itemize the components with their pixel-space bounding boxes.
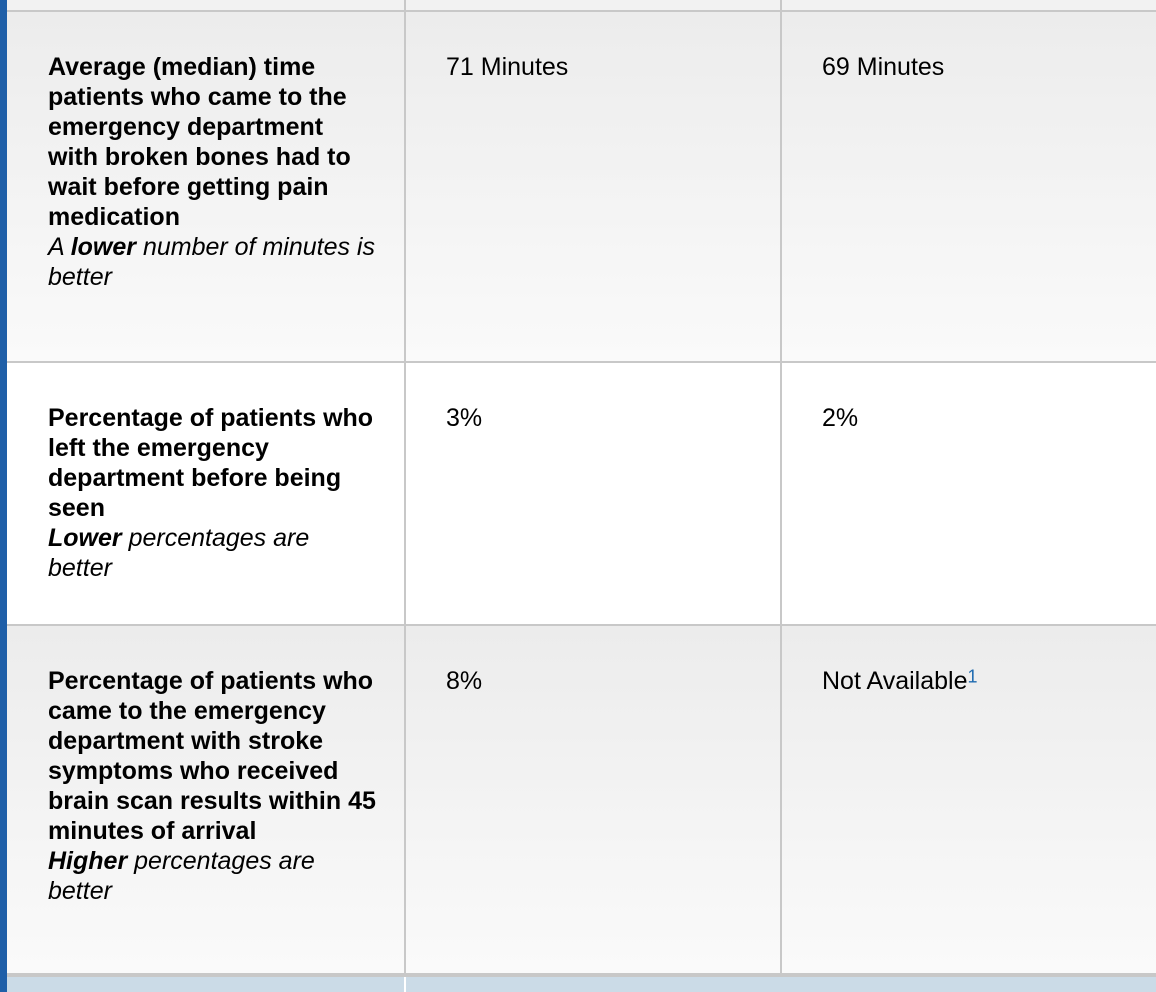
table-row: Percentage of patients who left the emer… bbox=[7, 363, 1156, 626]
comparison-value-cell: 2% bbox=[822, 403, 1142, 433]
comparison-value: 69 Minutes bbox=[822, 53, 945, 81]
hospital-value: 71 Minutes bbox=[446, 53, 569, 81]
column-divider bbox=[780, 363, 782, 624]
hospital-value-cell: 8% bbox=[446, 666, 766, 696]
measure-hint-emphasis: Lower bbox=[48, 524, 122, 552]
comparison-value: 2% bbox=[822, 404, 859, 432]
footnote-link[interactable]: 1 bbox=[967, 666, 978, 687]
column-divider bbox=[780, 12, 782, 361]
column-divider bbox=[404, 626, 406, 973]
measure-hint-emphasis: Higher bbox=[48, 847, 128, 875]
measure-label-cell: Average (median) time patients who came … bbox=[48, 52, 378, 292]
hospital-value: 3% bbox=[446, 404, 483, 432]
measures-table: Average (median) time patients who came … bbox=[7, 0, 1156, 992]
comparison-value-cell: 69 Minutes bbox=[822, 52, 1142, 82]
column-divider bbox=[780, 0, 782, 12]
measure-hint-prefix: A bbox=[48, 233, 71, 261]
measure-hint: A lower number of minutes is better bbox=[48, 232, 378, 292]
measure-hint: Lower percentages are better bbox=[48, 523, 378, 583]
column-divider bbox=[404, 977, 406, 992]
left-accent-bar bbox=[0, 0, 7, 992]
measure-hint-suffix: percentages are better bbox=[48, 524, 310, 582]
hospital-value: 8% bbox=[446, 667, 483, 695]
measure-label-cell: Percentage of patients who left the emer… bbox=[48, 403, 378, 583]
comparison-value: Not Available bbox=[822, 667, 968, 695]
measure-hint: Higher percentages are better bbox=[48, 846, 378, 906]
column-divider bbox=[404, 363, 406, 624]
hospital-value-cell: 3% bbox=[446, 403, 766, 433]
measure-title: Percentage of patients who came to the e… bbox=[48, 667, 376, 845]
comparison-value-cell: Not Available1 bbox=[822, 666, 1142, 696]
measure-hint-suffix: percentages are better bbox=[48, 847, 315, 905]
table-row-partial-top bbox=[7, 0, 1156, 12]
measure-label-cell: Percentage of patients who came to the e… bbox=[48, 666, 378, 906]
measure-title: Average (median) time patients who came … bbox=[48, 53, 351, 231]
measure-hint-emphasis: lower bbox=[70, 233, 136, 261]
column-divider bbox=[780, 626, 782, 973]
measure-hint-suffix: number of minutes is better bbox=[48, 233, 375, 291]
table-row: Average (median) time patients who came … bbox=[7, 12, 1156, 363]
table-row: Percentage of patients who came to the e… bbox=[7, 626, 1156, 977]
hospital-value-cell: 71 Minutes bbox=[446, 52, 766, 82]
column-divider bbox=[404, 0, 406, 12]
column-divider bbox=[404, 12, 406, 361]
table-footer-band bbox=[7, 977, 1156, 992]
measure-title: Percentage of patients who left the emer… bbox=[48, 404, 374, 522]
